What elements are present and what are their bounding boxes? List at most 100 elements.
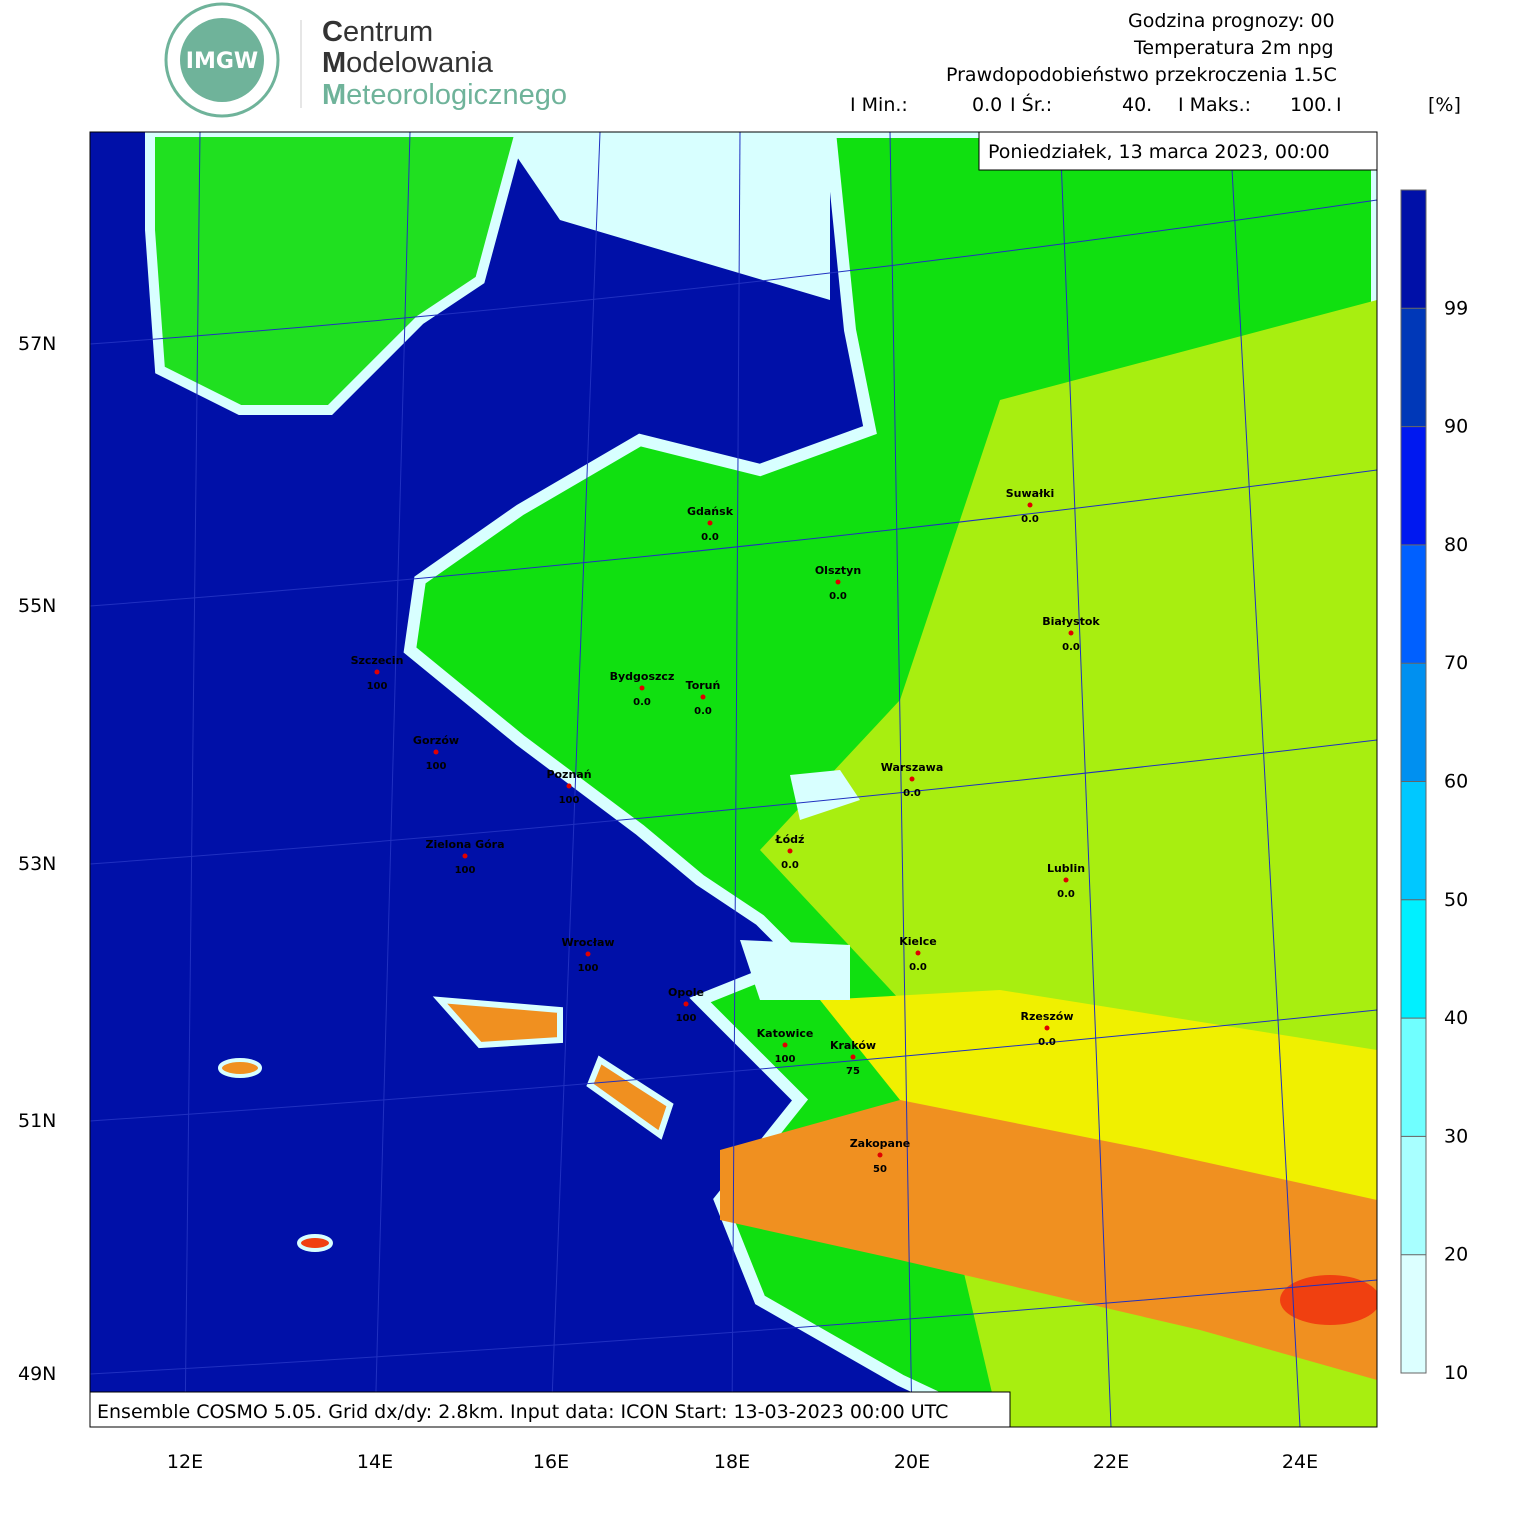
city-dot [909, 776, 915, 782]
city-value: 50 [873, 1164, 887, 1175]
city-name: Gdańsk [687, 505, 734, 518]
city-value: 100 [559, 795, 580, 806]
colorbar-segment [1400, 1254, 1427, 1374]
stat-value: 100. [1290, 94, 1332, 116]
city-name: Zielona Góra [425, 838, 504, 851]
city-value: 0.0 [1057, 889, 1075, 900]
city-dot [374, 669, 380, 675]
city-value: 0.0 [694, 706, 712, 717]
colorbar-label: 90 [1444, 416, 1468, 438]
city-name: Katowice [757, 1027, 814, 1040]
city-name: Zakopane [850, 1137, 911, 1150]
city-dot [566, 783, 572, 789]
unit: [%] [1428, 94, 1461, 116]
colorbar-segment [1400, 189, 1427, 309]
city-value: 0.0 [829, 591, 847, 602]
city-name: Gorzów [413, 734, 459, 747]
city-dot [585, 951, 591, 957]
city-name: Poznań [546, 768, 591, 781]
city-value: 0.0 [781, 860, 799, 871]
colorbar-label: 20 [1444, 1244, 1468, 1266]
city-name: Warszawa [881, 761, 944, 774]
lat-label: 51N [18, 1110, 56, 1132]
city-value: 0.0 [633, 697, 651, 708]
footer: Ensemble COSMO 5.05. Grid dx/dy: 2.8km. … [97, 1401, 948, 1423]
colorbar-label: 60 [1444, 771, 1468, 793]
info: Temperatura 2m npg [1133, 37, 1334, 59]
city-value: 100 [367, 681, 388, 692]
lon-label: 20E [894, 1451, 930, 1473]
city-name: Olsztyn [815, 564, 861, 577]
lat-label: 53N [18, 853, 56, 875]
city-value: 75 [846, 1066, 860, 1077]
city-name: Kraków [830, 1039, 876, 1052]
city-value: 100 [426, 761, 447, 772]
colorbar-segment [1400, 544, 1427, 664]
colorbar-label: 50 [1444, 889, 1468, 911]
city-dot [433, 749, 439, 755]
city-dot [462, 853, 468, 859]
stat-value: 0.0 [972, 94, 1002, 116]
city-name: Opole [668, 986, 704, 999]
logo-text: IMGW [186, 49, 258, 74]
info: Prawdopodobieństwo przekroczenia 1.5C [946, 64, 1337, 86]
lon-label: 24E [1282, 1451, 1318, 1473]
city-value: 100 [676, 1013, 697, 1024]
city-dot [700, 694, 706, 700]
city-value: 100 [775, 1054, 796, 1065]
stat-label: I Maks.: [1178, 94, 1251, 116]
city-name: Łódź [775, 833, 805, 846]
city-dot [877, 1152, 883, 1158]
stat-value: 40. [1122, 94, 1152, 116]
stats-end: I [1336, 94, 1342, 116]
city-value: 0.0 [1062, 642, 1080, 653]
colorbar-segment [1400, 1136, 1427, 1255]
colorbar-segment [1400, 308, 1427, 427]
colorbar-segment [1400, 662, 1427, 782]
city-value: 0.0 [1021, 514, 1039, 525]
lon-label: 16E [533, 1451, 569, 1473]
stat-label: I Min.: [850, 94, 908, 116]
city-dot [1063, 877, 1069, 883]
info: Godzina prognozy: 00 [1128, 10, 1335, 32]
city-value: 0.0 [701, 532, 719, 543]
city-dot [1068, 630, 1074, 636]
colorbar-segment [1400, 426, 1427, 546]
lon-label: 22E [1093, 1451, 1129, 1473]
colorbar-label: 30 [1444, 1125, 1468, 1147]
city-dot [850, 1054, 856, 1060]
lon-label: 18E [714, 1451, 750, 1473]
city-name: Lublin [1047, 862, 1085, 875]
colorbar-label: 10 [1444, 1362, 1468, 1384]
date: Poniedziałek, 13 marca 2023, 00:00 [988, 141, 1330, 163]
org-name: Centrum [322, 16, 434, 48]
colorbar-segment [1400, 1017, 1427, 1137]
city-dot [782, 1042, 788, 1048]
city-name: Bydgoszcz [610, 670, 675, 683]
colorbar-label: 40 [1444, 1007, 1468, 1029]
stat-label: I Śr.: [1010, 92, 1052, 116]
city-name: Suwałki [1006, 487, 1055, 500]
city-dot [1044, 1025, 1050, 1031]
colorbar-label: 80 [1444, 534, 1468, 556]
city-dot [1027, 502, 1033, 508]
org-name: Meteorologicznego [322, 79, 568, 111]
city-value: 0.0 [909, 962, 927, 973]
city-name: Kielce [899, 935, 937, 948]
city-value: 100 [455, 865, 476, 876]
lat-label: 55N [18, 595, 56, 617]
city-dot [835, 579, 841, 585]
lon-label: 12E [167, 1451, 203, 1473]
footer-box [89, 1391, 1011, 1428]
city-dot [639, 685, 645, 691]
city-dot [787, 848, 793, 854]
colorbar-label: 99 [1444, 297, 1468, 319]
org-name: Modelowania [322, 47, 493, 79]
city-name: Białystok [1042, 615, 1100, 628]
city-dot [707, 520, 713, 526]
date-box [978, 131, 1378, 171]
lat-label: 57N [18, 333, 56, 355]
lon-label: 14E [357, 1451, 393, 1473]
